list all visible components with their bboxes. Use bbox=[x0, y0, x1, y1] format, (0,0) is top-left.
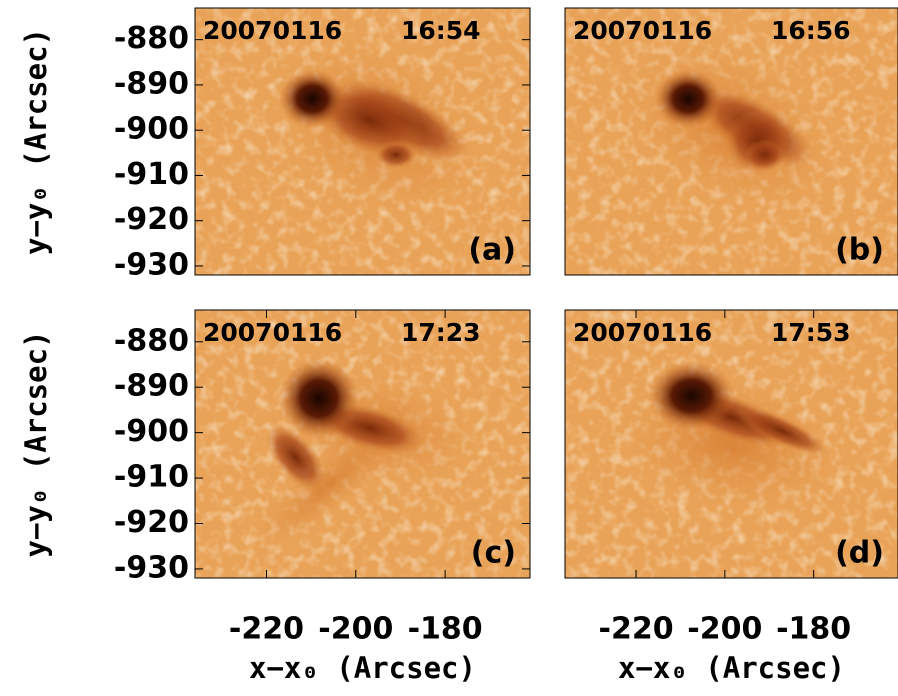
time-stamp: 16:54 bbox=[401, 16, 481, 45]
frame bbox=[564, 7, 898, 276]
frame bbox=[194, 309, 531, 579]
y-tick-label: -930 bbox=[114, 247, 189, 282]
solar-image bbox=[195, 8, 530, 275]
panel: 20070116 17:53 (d) -220 -200 -180 x−x₀ (Arcsec… bbox=[564, 309, 898, 685]
feature bbox=[278, 358, 360, 439]
y-tick-label: -930 bbox=[114, 550, 189, 585]
feature bbox=[375, 141, 417, 169]
feature bbox=[648, 360, 735, 431]
x-tick-label: -200 bbox=[687, 612, 762, 647]
y-tick-label: -890 bbox=[114, 66, 189, 101]
panel: 20070116 16:56 (b) bbox=[564, 7, 898, 276]
solar-image bbox=[195, 310, 530, 578]
x-tick-label: -220 bbox=[229, 612, 304, 647]
date-stamp: 20070116 bbox=[573, 318, 712, 347]
x-tick-label: -180 bbox=[408, 612, 483, 647]
x-tick-label: -180 bbox=[776, 612, 851, 647]
time-stamp: 17:53 bbox=[771, 318, 851, 347]
x-axis-label: x−x₀ (Arcsec) bbox=[618, 651, 845, 685]
time-stamp: 17:23 bbox=[401, 318, 481, 347]
feature bbox=[265, 424, 326, 491]
x-axis-label: x−x₀ (Arcsec) bbox=[249, 651, 476, 685]
y-tick-label: -920 bbox=[114, 505, 189, 540]
solar-image bbox=[565, 8, 898, 275]
panel-label: (d) bbox=[835, 536, 884, 571]
frame bbox=[564, 309, 898, 579]
panel-label: (c) bbox=[471, 536, 516, 571]
date-stamp: 20070116 bbox=[203, 16, 342, 45]
feature bbox=[278, 69, 346, 129]
y-tick-label: -890 bbox=[114, 369, 189, 404]
date-stamp: 20070116 bbox=[573, 16, 712, 45]
frame bbox=[194, 7, 531, 276]
y-tick-label: -910 bbox=[114, 460, 189, 495]
y-tick-label: -880 bbox=[114, 21, 189, 56]
feature bbox=[654, 69, 722, 129]
panel: 20070116 17:23 (c) -880 -890 -900 -910 -920 -930… bbox=[19, 309, 531, 685]
y-axis-label: y−y₀ (Arcsec) bbox=[19, 28, 53, 255]
y-axis-label: y−y₀ (Arcsec) bbox=[19, 331, 53, 558]
feature bbox=[744, 138, 785, 171]
y-tick-label: -880 bbox=[114, 323, 189, 358]
time-stamp: 16:56 bbox=[771, 16, 851, 45]
panel: 20070116 16:54 (a) -880 -890 -900 -910 -920 -930… bbox=[19, 7, 531, 282]
y-tick-label: -920 bbox=[114, 202, 189, 237]
y-tick-label: -910 bbox=[114, 157, 189, 192]
panel-label: (b) bbox=[835, 233, 884, 268]
solar-image bbox=[565, 310, 898, 578]
panel-label: (a) bbox=[468, 233, 516, 268]
y-tick-label: -900 bbox=[114, 112, 189, 147]
x-tick-label: -200 bbox=[318, 612, 393, 647]
date-stamp: 20070116 bbox=[203, 318, 342, 347]
feature bbox=[735, 406, 828, 455]
y-tick-label: -900 bbox=[114, 414, 189, 449]
x-tick-label: -220 bbox=[599, 612, 674, 647]
